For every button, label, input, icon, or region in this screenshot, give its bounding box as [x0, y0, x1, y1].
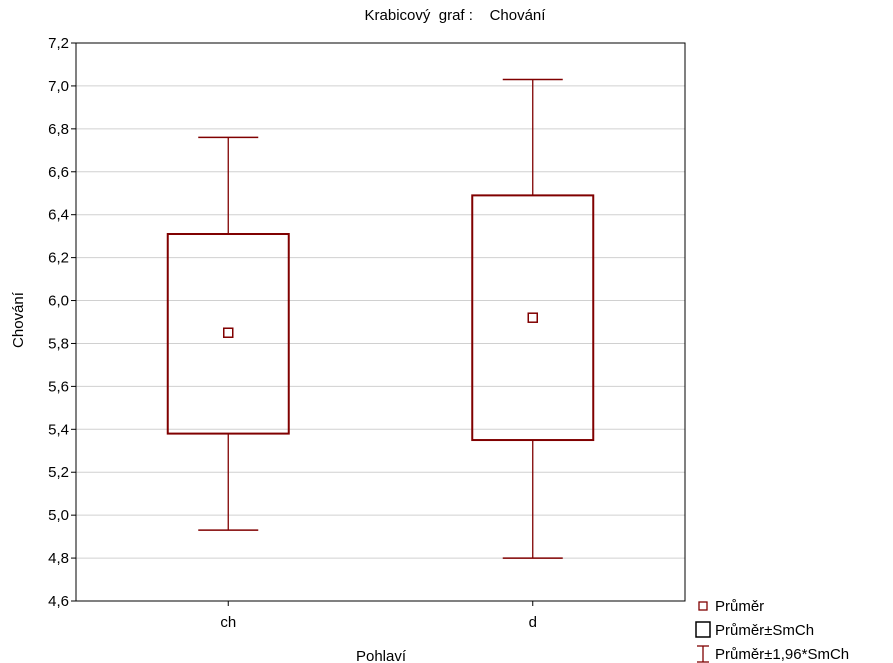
chart-title: Krabicový graf : Chování [365, 7, 547, 24]
y-axis-ticks: 4,6 4,8 5,0 5,2 5,4 5,6 5,8 6,0 6,2 6,4 6,6 6,8 7,0 7… [48, 35, 76, 610]
legend: Průměr Průměr±SmCh Průměr±1,96*SmCh [695, 598, 849, 663]
legend-mean-icon [698, 601, 708, 611]
box-group-ch [166, 136, 290, 531]
y-tick-label: 6,0 [48, 293, 69, 310]
grid-lines [76, 85, 685, 559]
box-group-d [471, 78, 595, 559]
box-series [166, 78, 595, 559]
legend-label: Průměr±SmCh [715, 622, 814, 639]
y-tick-label: 5,0 [48, 507, 69, 524]
y-axis-title: Chování [10, 291, 27, 348]
y-tick-label: 7,0 [48, 78, 69, 95]
legend-label: Průměr [715, 598, 764, 615]
x-axis-title: Pohlaví [356, 648, 407, 663]
y-tick-label: 5,8 [48, 335, 69, 352]
y-tick-label: 6,6 [48, 164, 69, 181]
se-box [166, 233, 290, 435]
x-axis-ticks: ch d [220, 601, 537, 631]
y-tick-label: 6,8 [48, 121, 69, 138]
plot-frame [75, 42, 686, 602]
x-tick-label: d [529, 614, 537, 631]
y-tick-label: 6,2 [48, 250, 69, 267]
legend-label: Průměr±1,96*SmCh [715, 646, 849, 663]
y-tick-label: 5,6 [48, 378, 69, 395]
legend-box-icon [695, 621, 711, 638]
mean-marker [223, 327, 234, 338]
y-tick-label: 6,4 [48, 207, 69, 224]
se-box [471, 194, 595, 442]
y-tick-label: 5,4 [48, 421, 69, 438]
y-tick-label: 5,2 [48, 464, 69, 481]
mean-marker [527, 312, 538, 323]
y-tick-label: 4,8 [48, 550, 69, 567]
y-tick-label: 4,6 [48, 593, 69, 610]
y-tick-label: 7,2 [48, 35, 69, 52]
x-tick-label: ch [220, 614, 236, 631]
legend-whisker-icon [697, 645, 709, 663]
